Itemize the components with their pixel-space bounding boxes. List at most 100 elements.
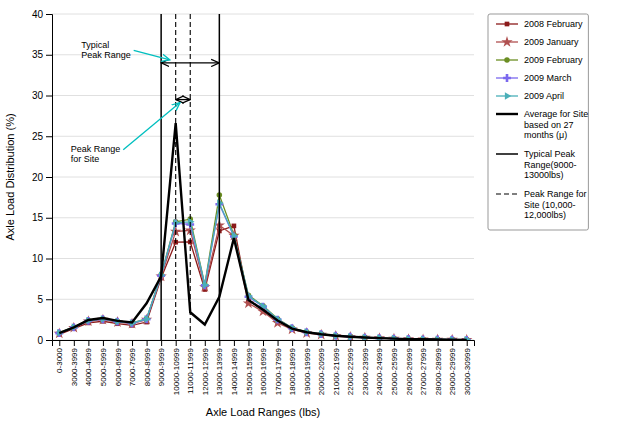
axis-line [46, 15, 53, 341]
series-line [59, 226, 466, 340]
tick-mark [46, 259, 52, 260]
tick-label: 29000-29999 [448, 347, 457, 395]
point [174, 219, 180, 226]
tick-mark [307, 340, 308, 346]
tick-mark [292, 340, 293, 346]
tick-mark [278, 340, 279, 346]
y-axis-title: Axle Load Distribution (%) [4, 113, 16, 240]
legend-marker [505, 92, 511, 99]
x-tick: 15000-15999 [245, 340, 254, 395]
tick-mark [46, 218, 52, 219]
y-tick: 25 [32, 131, 52, 142]
y-axis: 0510152025303540 [32, 9, 53, 346]
tick-label: 8000-8999 [143, 347, 152, 386]
point [217, 199, 223, 206]
x-tick: 17000-17999 [274, 340, 283, 395]
tick-mark [190, 340, 191, 346]
legend-label: 2008 February [524, 19, 583, 29]
series-line [59, 123, 466, 340]
tick-label: 23000-23999 [361, 347, 370, 395]
legend-marker [503, 74, 511, 82]
marks [54, 14, 473, 340]
x-tick: 25000-25999 [390, 340, 399, 395]
tick-label: 25000-25999 [390, 347, 399, 395]
tick-label: 0-3000 [55, 347, 64, 372]
x-tick: 6000-6999 [114, 340, 123, 386]
point [188, 218, 194, 225]
tick-mark [161, 340, 162, 346]
y-tick: 0 [37, 335, 52, 346]
series [59, 123, 466, 340]
tick-label: 16000-16999 [259, 347, 268, 395]
x-tick: 27000-27999 [419, 340, 428, 395]
legend-entry: Average for Sitebased on 27months (μ) [496, 109, 588, 141]
tick-label: 0 [37, 335, 43, 346]
x-tick: 4000-4999 [84, 340, 93, 386]
y-tick: 10 [32, 253, 52, 264]
tick-label: 20 [32, 172, 44, 183]
grid-line [52, 136, 474, 137]
x-tick: 26000-26999 [405, 340, 414, 395]
tick-label: 15 [32, 212, 44, 223]
tick-mark [176, 340, 177, 346]
tick-label: 28000-28999 [434, 347, 443, 395]
y-tick: 20 [32, 172, 52, 183]
legend-label: 2009 April [524, 91, 564, 101]
tick-mark [321, 340, 322, 346]
x-tick: 22000-22999 [346, 340, 355, 395]
x-tick: 7000-7999 [128, 340, 137, 386]
tick-label: 35 [32, 49, 44, 60]
legend-entry: 2009 March [496, 73, 572, 83]
chart-container: 05101520253035400-30003000-39994000-4999… [0, 0, 624, 422]
tick-label: 17000-17999 [274, 347, 283, 395]
legend-entry: Peak Range forSite (10,000-12,000lbs) [496, 189, 587, 221]
legend-swatch [496, 113, 518, 115]
x-tick: 29000-29999 [448, 340, 457, 395]
series [57, 192, 470, 340]
legend-entry: 2009 April [496, 91, 564, 101]
grid-line [52, 95, 474, 96]
legend-label: Typical PeakRange(9000-13000lbs) [524, 149, 577, 181]
legend-label: Average for Sitebased on 27months (μ) [524, 109, 588, 141]
tick-label: 10000-10999 [172, 347, 181, 395]
legend-label: 2009 February [524, 55, 583, 65]
x-tick: 16000-16999 [259, 340, 268, 395]
annotation-arrow [134, 50, 170, 60]
x-tick: 18000-18999 [288, 340, 297, 395]
series-line [59, 195, 466, 340]
tick-mark [46, 136, 52, 137]
legend: 2008 February 2009 January 2009 February 20… [488, 14, 588, 230]
legend-entry: 2009 January [496, 36, 579, 47]
point [232, 224, 237, 229]
grid-line [52, 14, 474, 15]
y-tick: 35 [32, 49, 52, 60]
tick-mark [46, 340, 52, 341]
tick-label: 3000-3999 [70, 347, 79, 386]
x-tick: 30000-30999 [463, 340, 472, 395]
annotation: TypicalPeak Range [81, 40, 131, 60]
tick-mark [46, 55, 52, 56]
annotation: Peak Rangefor Site [71, 144, 121, 164]
tick-mark [234, 340, 235, 346]
tick-mark [219, 340, 220, 346]
x-tick: 21000-21999 [332, 340, 341, 395]
tick-label: 20000-20999 [317, 347, 326, 395]
series [57, 199, 471, 340]
legend-swatch [496, 193, 518, 194]
y-tick: 30 [32, 90, 52, 101]
tick-label: 18000-18999 [288, 347, 297, 395]
legend-label: 2009 March [524, 73, 572, 83]
tick-mark [88, 340, 89, 346]
tick-mark [46, 96, 52, 97]
plot-area: 05101520253035400-30003000-39994000-4999… [32, 9, 475, 395]
series-line [59, 204, 466, 340]
tick-mark [205, 340, 206, 346]
tick-label: 15000-15999 [245, 347, 254, 395]
grid-line [52, 177, 474, 178]
point [144, 315, 150, 322]
tick-mark [74, 340, 75, 346]
tick-mark [248, 340, 249, 346]
tick-mark [46, 14, 52, 15]
tick-label: 22000-22999 [346, 347, 355, 395]
x-tick: 11000-11999 [186, 340, 195, 394]
